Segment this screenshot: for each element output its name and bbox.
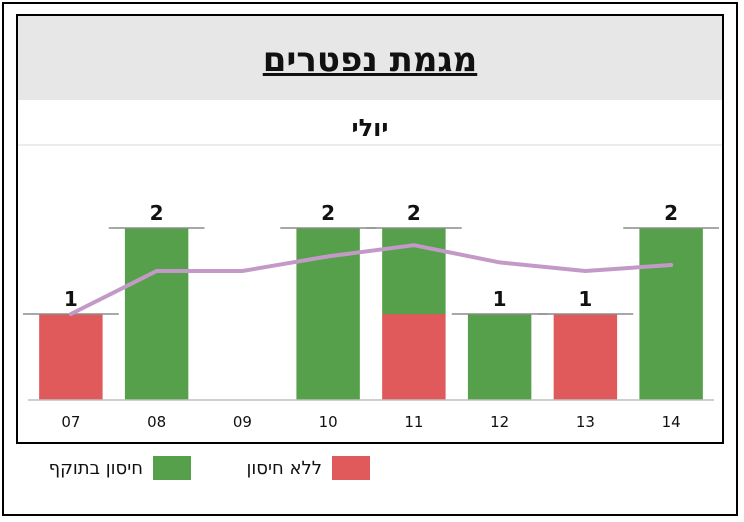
x-tick-label-11: 11 (404, 413, 423, 431)
total-label-10: 2 (321, 201, 335, 225)
x-tick-label-09: 09 (233, 413, 252, 431)
x-tick-label-12: 12 (490, 413, 509, 431)
x-tick-label-07: 07 (61, 413, 80, 431)
chart-panel: מגמת נפטרים יולי 1 07 2 08 09 2 10 2 11 1 12 1 13 2 14 (16, 14, 724, 444)
legend-label-vaccinated: חיסון בתוקף (48, 457, 143, 479)
legend-swatch-vaccinated (153, 456, 191, 480)
bar-vaccinated-14 (639, 228, 703, 400)
bar-unvaccinated-07 (39, 314, 103, 400)
total-label-14: 2 (664, 201, 678, 225)
title-band (18, 16, 722, 100)
legend-swatch-unvaccinated (332, 456, 370, 480)
total-label-12: 1 (493, 287, 507, 311)
bar-vaccinated-12 (467, 314, 532, 400)
total-label-13: 1 (578, 287, 592, 311)
x-tick-label-08: 08 (147, 413, 166, 431)
x-tick-label-13: 13 (576, 413, 595, 431)
total-label-07: 1 (64, 287, 78, 311)
total-label-11: 2 (407, 201, 421, 225)
chart-title: מגמת נפטרים (262, 40, 478, 80)
bar-unvaccinated-13 (553, 314, 618, 400)
trend-line (68, 243, 674, 316)
legend-label-unvaccinated: ללא חיסון (246, 457, 323, 479)
chart-frame: מגמת נפטרים יולי 1 07 2 08 09 2 10 2 11 1 12 1 13 2 14… (2, 2, 738, 516)
legend-item-unvaccinated: ללא חיסון (246, 456, 370, 480)
bar-unvaccinated-11 (382, 314, 446, 400)
chart-subtitle: יולי (351, 114, 389, 142)
x-tick-label-14: 14 (662, 413, 681, 431)
legend-item-vaccinated: חיסון בתוקף (49, 456, 191, 480)
x-tick-label-10: 10 (319, 413, 338, 431)
bar-vaccinated-11 (382, 228, 446, 314)
total-label-08: 2 (150, 201, 164, 225)
bar-vaccinated-08 (124, 228, 189, 400)
